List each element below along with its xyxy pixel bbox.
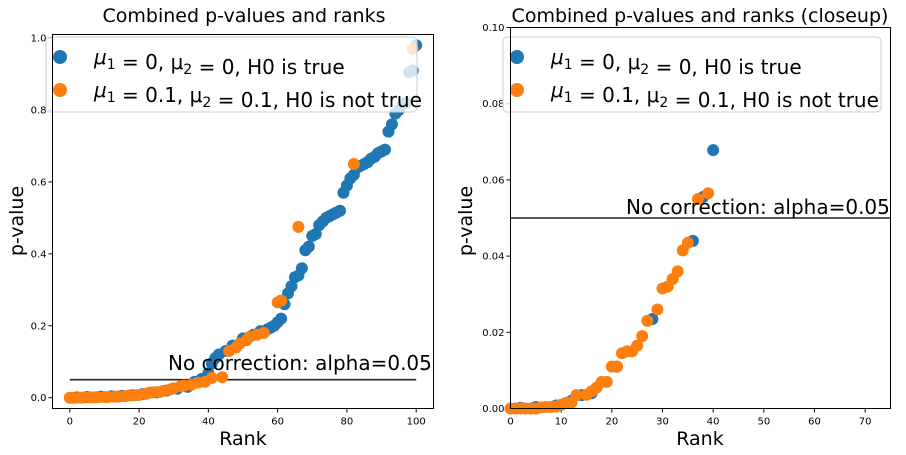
point-h0-not-true [610, 360, 623, 373]
x-tick-label: 0 [67, 417, 73, 428]
y-tick-label: 0.0 [31, 393, 47, 404]
point-h0-not-true [671, 265, 684, 278]
point-h0-not-true [257, 326, 270, 339]
y-axis-label: p-value [6, 186, 28, 256]
y-tick-label: 1.0 [31, 34, 47, 45]
point-h0-not-true [651, 303, 664, 316]
point-h0-not-true [636, 330, 649, 343]
point-h0-true [285, 280, 298, 293]
legend-marker [510, 83, 524, 97]
x-tick-label: 20 [605, 417, 618, 428]
legend-label: μ1 = 0, μ2 = 0, H0 is true [550, 45, 802, 79]
point-h0-true [295, 262, 308, 275]
point-h0-true [379, 143, 392, 156]
point-h0-not-true [702, 187, 715, 200]
y-tick-label: 0.04 [482, 252, 504, 263]
legend-label: μ1 = 0.1, μ2 = 0.1, H0 is not true [93, 78, 422, 112]
plot-frame [510, 27, 891, 409]
point-h0-true [385, 118, 398, 131]
x-tick-label: 30 [656, 417, 669, 428]
point-h0-not-true [691, 192, 704, 205]
x-tick-label: 70 [859, 417, 872, 428]
y-tick-label: 0.08 [482, 99, 504, 110]
panel-closeup: Combined p-values and ranks (closeup) 0 1… [455, 5, 891, 450]
point-h0-true [275, 312, 288, 325]
axis-ticks: 0 10 20 30 40 50 60 70 0.00 0.02 0.04 0.06 0.08 0.10 [482, 23, 871, 428]
data-points [504, 144, 720, 415]
panel-combined: Combined p-values and ranks 0 20 40 60 80 100… [6, 5, 434, 450]
point-h0-true [707, 144, 720, 157]
point-h0-not-true [216, 371, 229, 384]
axis-ticks: 0 20 40 60 80 100 0.0 0.2 0.4 0.6 0.8 1.0 [31, 34, 426, 428]
x-tick-label: 40 [707, 417, 720, 428]
x-tick-label: 100 [407, 417, 426, 428]
point-h0-not-true [347, 157, 360, 170]
y-tick-label: 0.10 [482, 23, 504, 34]
threshold-label: No correction: alpha=0.05 [168, 351, 432, 375]
point-h0-not-true [631, 339, 644, 352]
x-tick-label: 80 [341, 417, 354, 428]
legend-box [45, 36, 418, 113]
point-h0-true [309, 228, 322, 241]
y-tick-label: 0.00 [482, 404, 504, 415]
legend-marker [53, 83, 67, 97]
legend-marker [510, 50, 524, 64]
y-axis-label: p-value [455, 186, 477, 256]
point-h0-not-true [275, 294, 288, 307]
x-tick-label: 40 [202, 417, 215, 428]
point-h0-not-true [641, 314, 654, 327]
point-h0-not-true [205, 371, 218, 384]
legend-box [502, 36, 882, 113]
point-h0-not-true [600, 375, 613, 388]
legend-marker [53, 50, 67, 64]
y-tick-label: 0.02 [482, 328, 504, 339]
threshold-label: No correction: alpha=0.05 [626, 195, 890, 219]
x-axis-label: Rank [219, 428, 266, 450]
plot-frame [52, 34, 434, 409]
x-tick-label: 50 [757, 417, 770, 428]
point-h0-true [333, 204, 346, 217]
legend-label: μ1 = 0, μ2 = 0, H0 is true [93, 45, 345, 79]
x-tick-label: 0 [507, 417, 513, 428]
chart-title: Combined p-values and ranks (closeup) [512, 5, 889, 27]
legend-label: μ1 = 0.1, μ2 = 0.1, H0 is not true [550, 78, 879, 112]
x-tick-label: 60 [808, 417, 821, 428]
y-tick-label: 0.2 [31, 321, 47, 332]
y-tick-label: 0.06 [482, 175, 504, 186]
chart-title: Combined p-values and ranks [103, 5, 386, 27]
x-axis-label: Rank [676, 428, 723, 450]
x-tick-label: 10 [555, 417, 568, 428]
y-tick-label: 0.6 [31, 177, 47, 188]
point-h0-not-true [681, 236, 694, 249]
point-h0-not-true [570, 389, 583, 402]
y-tick-label: 0.8 [31, 106, 47, 117]
x-tick-label: 60 [271, 417, 284, 428]
point-h0-not-true [292, 220, 305, 233]
point-h0-true [302, 240, 315, 253]
y-tick-label: 0.4 [31, 249, 47, 260]
x-tick-label: 20 [133, 417, 146, 428]
